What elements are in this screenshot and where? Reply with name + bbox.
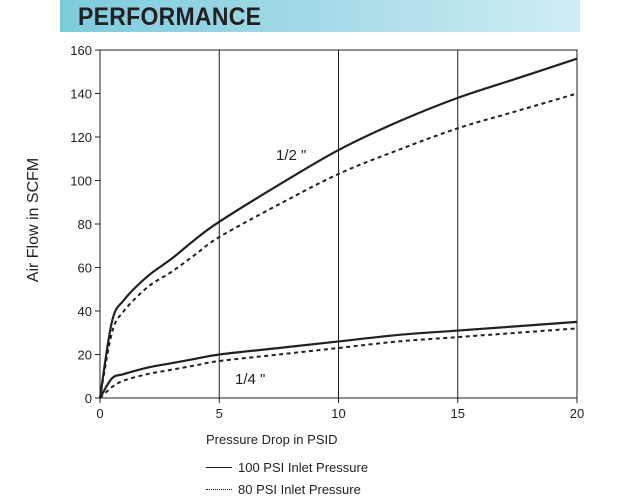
series-lines: [98, 57, 578, 399]
y-tick-labels: 0 20 40 60 80 100 120 140 160: [70, 43, 92, 406]
x-tick-label: 5: [216, 406, 223, 421]
y-axis-label: Air Flow in SCFM: [25, 158, 42, 282]
x-tick-labels: 0 5 10 15 20: [96, 406, 584, 421]
y-tick-label: 100: [70, 174, 92, 189]
x-tick-label: 20: [570, 406, 584, 421]
dotted-line-swatch: [206, 489, 232, 490]
x-tick-label: 0: [96, 406, 103, 421]
chart-grid: [95, 49, 578, 403]
y-tick-label: 120: [70, 130, 92, 145]
series-line-100psi: [98, 57, 578, 399]
header-banner: PERFORMANCE: [60, 0, 580, 32]
x-tick-label: 15: [451, 406, 465, 421]
y-tick-label: 160: [70, 43, 92, 58]
legend-label: 80 PSI Inlet Pressure: [238, 482, 361, 497]
solid-line-swatch: [206, 467, 232, 468]
series-label-half-inch: 1/2 ": [276, 147, 306, 164]
legend-item-100psi: 100 PSI Inlet Pressure: [206, 460, 368, 475]
y-tick-label: 140: [70, 87, 92, 102]
y-tick-label: 20: [78, 348, 92, 363]
series-label-quarter-inch: 1/4 ": [235, 371, 265, 388]
series-line-100psi: [99, 320, 578, 399]
legend-item-80psi: 80 PSI Inlet Pressure: [206, 482, 361, 497]
x-axis-label: Pressure Drop in PSID: [206, 432, 338, 447]
y-tick-label: 40: [78, 304, 92, 319]
series-line-80psi: [99, 92, 578, 399]
legend-label: 100 PSI Inlet Pressure: [238, 460, 369, 475]
y-tick-label: 0: [85, 391, 92, 406]
page-title: PERFORMANCE: [78, 3, 262, 31]
x-tick-label: 10: [331, 406, 345, 421]
y-tick-label: 60: [78, 261, 92, 276]
y-tick-label: 80: [78, 217, 92, 232]
